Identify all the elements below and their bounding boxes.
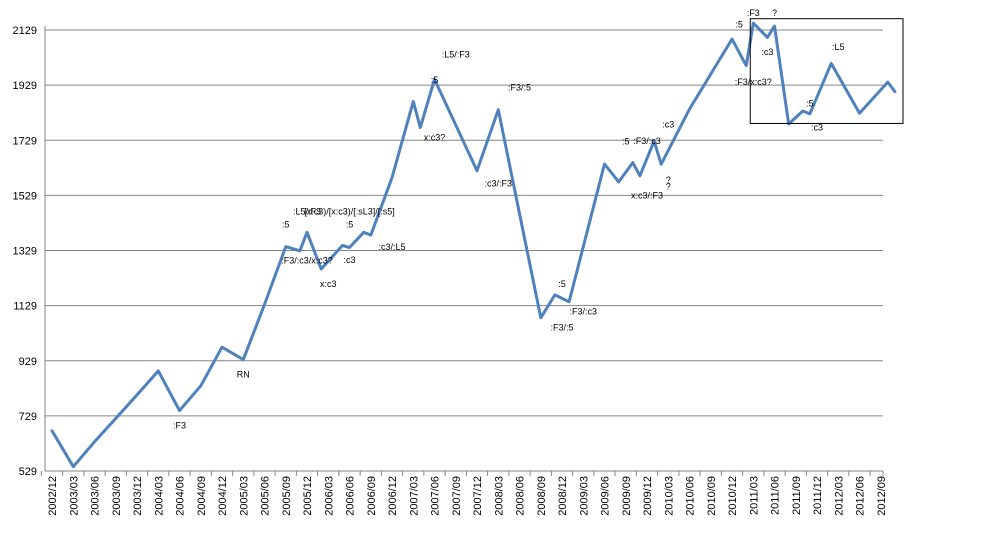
x-tick-label: 2003/06 (90, 476, 102, 516)
annotation-label: RN (237, 370, 250, 380)
x-tick-label: 2009/06 (600, 476, 612, 516)
axes (44, 26, 883, 472)
x-tick-label: 2012/09 (876, 476, 888, 516)
x-tick-label: 2005/03 (238, 476, 250, 516)
annotation-label: :F3/x:c3? (735, 77, 772, 87)
x-tick-label: 2004/06 (175, 476, 187, 516)
annotation-label: :c3/:L5 (378, 242, 405, 252)
y-tick-label: 1329 (13, 246, 37, 258)
annotation-label: :F3/:c3 (569, 307, 597, 317)
y-tick-label: 529 (19, 466, 37, 478)
x-tick-label: 2010/03 (663, 476, 675, 516)
y-tick-label: 929 (19, 356, 37, 368)
annotation-label: :c3/:F3 (484, 179, 512, 189)
x-tick-label: 2006/12 (387, 476, 399, 516)
highlight-box-layer (749, 18, 904, 124)
annotation-label: x:c3? (424, 133, 446, 143)
annotation-label: :c3 (343, 255, 355, 265)
x-tick-label: 2012/03 (833, 476, 845, 516)
x-tick-label: 2012/06 (855, 476, 867, 516)
y-tick-label: 1929 (13, 80, 37, 92)
annotation-label: ? (666, 175, 671, 185)
x-tick-label: 2006/06 (345, 476, 357, 516)
x-tick-label: 2004/09 (196, 476, 208, 516)
x-tick-label: 2007/12 (472, 476, 484, 516)
y-tick-label: 1529 (13, 190, 37, 202)
x-tick-label: 2002/12 (47, 476, 59, 516)
annotation-label: :F3/:5 (508, 82, 531, 92)
annotation-label: :5 (558, 279, 566, 289)
annotation-label: :L5 (832, 42, 845, 52)
x-tick-label: 2011/12 (812, 476, 824, 515)
x-tick-label: 2009/09 (621, 476, 633, 516)
x-tick-label: 2011/09 (791, 476, 803, 515)
x-tick-label: 2006/03 (323, 476, 335, 516)
x-tick-label: 2011/06 (770, 476, 782, 515)
annotation-label: :c3 (811, 122, 823, 132)
annotation-label: :F3/:5 (550, 322, 573, 332)
x-tick-label: 2010/12 (727, 476, 739, 516)
x-tick-label: 2003/12 (132, 476, 144, 516)
x-tick-label: 2008/12 (557, 476, 569, 516)
x-tick-label: 2007/03 (408, 476, 420, 516)
x-tick-label: 2003/09 (111, 476, 123, 516)
annotation-label: :5 (282, 220, 290, 230)
x-tick-label: 2005/09 (281, 476, 293, 516)
series-line (50, 21, 897, 469)
x-tick-label: 2003/03 (68, 476, 80, 516)
x-tick-label: 2008/03 (493, 476, 505, 516)
annotation-label: :F3 (173, 421, 186, 431)
highlight-box (749, 18, 904, 124)
annotation-label: ? (772, 8, 777, 18)
annotation-label: x:c3 (320, 279, 337, 289)
y-tick-label: 729 (19, 411, 37, 423)
x-tick-label: 2008/09 (536, 476, 548, 516)
annotations-layer: :F3RN:5:L5/:F3[x:c3)/[x:c3)/[:sL3]/[:s5]… (173, 8, 845, 431)
y-tick-label: 1729 (13, 135, 37, 147)
annotation-label: :L5/:F3 (442, 50, 470, 60)
x-tick-label: 2008/06 (515, 476, 527, 516)
annotation-label: [x:c3)/[x:c3)/[:sL3]/[:s5] (304, 206, 395, 216)
annotation-label: :5 (431, 75, 439, 85)
annotation-label: :c3 (761, 47, 773, 57)
y-tick-labels: 529 729 929 1129 1329 1529 1729 1929 2129 (13, 25, 37, 478)
annotation-label: :F3 (747, 8, 760, 18)
x-tick-label: 2011/03 (748, 476, 760, 515)
x-tick-labels: 2002/12 2003/03 2003/06 2003/09 2003/12 2004/… (40, 471, 888, 516)
annotation-label: :c3 (662, 120, 674, 130)
x-tick-label: 2004/03 (153, 476, 165, 516)
x-tick-label: 2009/03 (578, 476, 590, 516)
x-tick-label: 2006/09 (366, 476, 378, 516)
annotation-label: :F3/:c3/x:c3? (281, 255, 333, 265)
x-tick-label: 2005/06 (260, 476, 272, 516)
x-tick-label: 2010/06 (685, 476, 697, 516)
x-tick-label: 2007/06 (430, 476, 442, 516)
x-tick-label: 2009/12 (642, 476, 654, 516)
x-tick-label: 2007/09 (451, 476, 463, 516)
y-tick-label: 2129 (13, 25, 37, 37)
annotation-label: :5 (346, 220, 354, 230)
annotation-label: :5 (806, 98, 814, 108)
annotation-label: :F3/:c3 (633, 136, 661, 146)
x-tick-label: 2004/12 (217, 476, 229, 516)
annotation-label: :5 (735, 20, 743, 30)
x-tick-label: 2010/09 (706, 476, 718, 516)
y-tick-label: 1129 (13, 301, 37, 313)
series-layer (50, 21, 897, 469)
x-tick-label: 2005/12 (302, 476, 314, 516)
annotation-label: :5 (622, 137, 630, 147)
annotation-label: :L5/:F3 (293, 206, 321, 216)
annotation-label: x:c3/:F3 (631, 190, 663, 200)
annotation-label: ? (666, 182, 671, 192)
